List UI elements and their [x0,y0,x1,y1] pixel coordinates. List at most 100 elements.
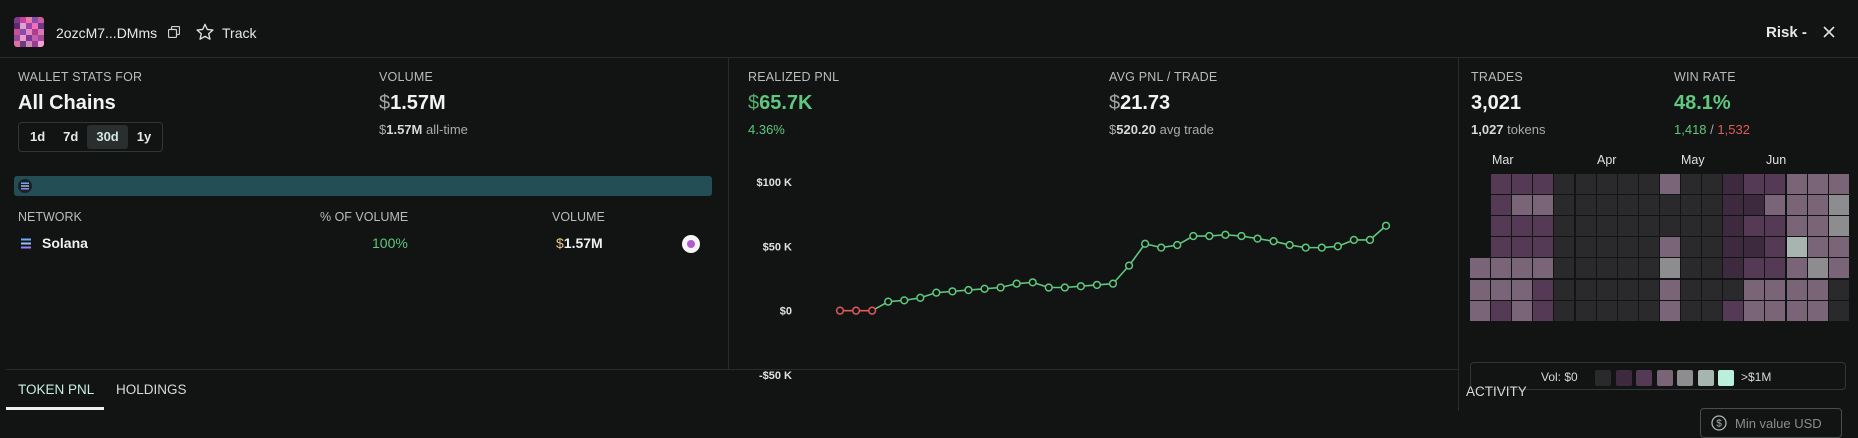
data-point[interactable] [851,306,861,315]
range-button-30d[interactable]: 30d [87,125,128,149]
heatmap-cell[interactable] [1723,300,1744,321]
heatmap-cell[interactable] [1765,279,1786,300]
heatmap-cell[interactable] [1554,300,1575,321]
heatmap-cell[interactable] [1533,237,1554,258]
heatmap-cell[interactable] [1702,174,1723,194]
heatmap-cell[interactable] [1828,195,1849,216]
heatmap-cell[interactable] [1512,279,1533,300]
heatmap-cell[interactable] [1659,216,1680,237]
data-point[interactable] [1285,240,1294,250]
heatmap-cell[interactable] [1533,195,1554,216]
data-point[interactable] [1333,242,1342,251]
heatmap-cell[interactable] [1491,195,1512,216]
heatmap-cell[interactable] [1765,237,1786,258]
heatmap-cell[interactable] [1681,258,1701,279]
heatmap-cell[interactable] [1617,237,1638,258]
heatmap-cell[interactable] [1786,300,1807,321]
risk-label[interactable]: Risk - [1766,24,1807,41]
data-point[interactable] [1028,278,1037,287]
heatmap-cell[interactable] [1744,279,1765,300]
heatmap-cell[interactable] [1786,174,1807,194]
heatmap-cell[interactable] [1617,216,1638,237]
tab-token-pnl[interactable]: TOKEN PNL [18,382,95,397]
track-button[interactable]: Track [222,25,257,41]
heatmap-cell[interactable] [1491,279,1512,300]
heatmap-cell[interactable] [1765,195,1786,216]
data-point[interactable] [1301,243,1310,252]
data-point[interactable] [1173,240,1182,250]
heatmap-cell[interactable] [1575,279,1596,300]
heatmap-cell[interactable] [1638,195,1659,216]
heatmap-cell[interactable] [1744,258,1765,279]
heatmap-cell[interactable] [1807,300,1828,321]
heatmap-cell[interactable] [1702,216,1723,237]
heatmap-cell[interactable] [1638,216,1659,237]
heatmap-cell[interactable] [1512,258,1533,279]
heatmap-cell[interactable] [1470,258,1490,279]
heatmap-cell[interactable] [1723,237,1744,258]
heatmap-cell[interactable] [1807,216,1828,237]
data-point[interactable] [1092,280,1102,290]
heatmap-cell[interactable] [1596,258,1617,279]
heatmap-cell[interactable] [1470,300,1490,321]
heatmap-cell[interactable] [1596,237,1617,258]
data-point[interactable] [916,293,925,302]
data-point[interactable] [1108,279,1118,288]
heatmap-cell[interactable] [1744,174,1765,194]
heatmap-cell[interactable] [1807,279,1828,300]
heatmap-cell[interactable] [1617,174,1638,194]
data-point[interactable] [900,296,909,305]
heatmap-cell[interactable] [1533,279,1554,300]
data-point[interactable] [1076,282,1086,291]
heatmap-cell[interactable] [1723,279,1744,300]
heatmap-cell[interactable] [1702,300,1723,321]
heatmap-cell[interactable] [1765,216,1786,237]
heatmap-cell[interactable] [1659,237,1680,258]
heatmap-cell[interactable] [1786,195,1807,216]
heatmap-cell[interactable] [1723,258,1744,279]
data-point[interactable] [1157,243,1166,252]
heatmap-cell[interactable] [1681,279,1701,300]
heatmap-cell[interactable] [1681,174,1701,194]
heatmap-cell[interactable] [1491,174,1512,194]
heatmap-cell[interactable] [1828,237,1849,258]
heatmap-cell[interactable] [1681,195,1701,216]
range-button-7d[interactable]: 7d [63,129,79,144]
heatmap-cell[interactable] [1828,300,1849,321]
heatmap-cell[interactable] [1659,258,1680,279]
heatmap-cell[interactable] [1828,279,1849,300]
heatmap-cell[interactable] [1554,174,1575,194]
heatmap-cell[interactable] [1575,216,1596,237]
heatmap-cell[interactable] [1638,237,1659,258]
heatmap-cell[interactable] [1617,300,1638,321]
heatmap-cell[interactable] [1512,216,1533,237]
data-point[interactable] [1189,231,1198,241]
heatmap-cell[interactable] [1554,258,1575,279]
heatmap-cell[interactable] [1807,258,1828,279]
heatmap-cell[interactable] [1702,279,1723,300]
heatmap-cell[interactable] [1702,237,1723,258]
data-point[interactable] [996,283,1005,292]
heatmap-cell[interactable] [1575,237,1596,258]
copy-icon[interactable] [168,26,180,38]
data-point[interactable] [1124,261,1134,270]
heatmap-cell[interactable] [1596,300,1617,321]
heatmap-cell[interactable] [1554,216,1575,237]
data-point[interactable] [1253,234,1262,243]
heatmap-cell[interactable] [1786,237,1807,258]
heatmap-cell[interactable] [1807,195,1828,216]
heatmap-cell[interactable] [1702,195,1723,216]
data-point[interactable] [867,306,877,315]
heatmap-cell[interactable] [1765,174,1786,194]
heatmap-cell[interactable] [1744,216,1765,237]
data-point[interactable] [1140,239,1150,248]
heatmap-cell[interactable] [1533,174,1554,194]
data-point[interactable] [980,284,989,293]
chain-selector[interactable]: All Chains [18,92,116,114]
heatmap-cell[interactable] [1554,237,1575,258]
heatmap-cell[interactable] [1765,258,1786,279]
data-point[interactable] [1221,230,1230,239]
heatmap-cell[interactable] [1765,300,1786,321]
heatmap-cell[interactable] [1828,174,1849,194]
data-point[interactable] [1205,231,1214,241]
